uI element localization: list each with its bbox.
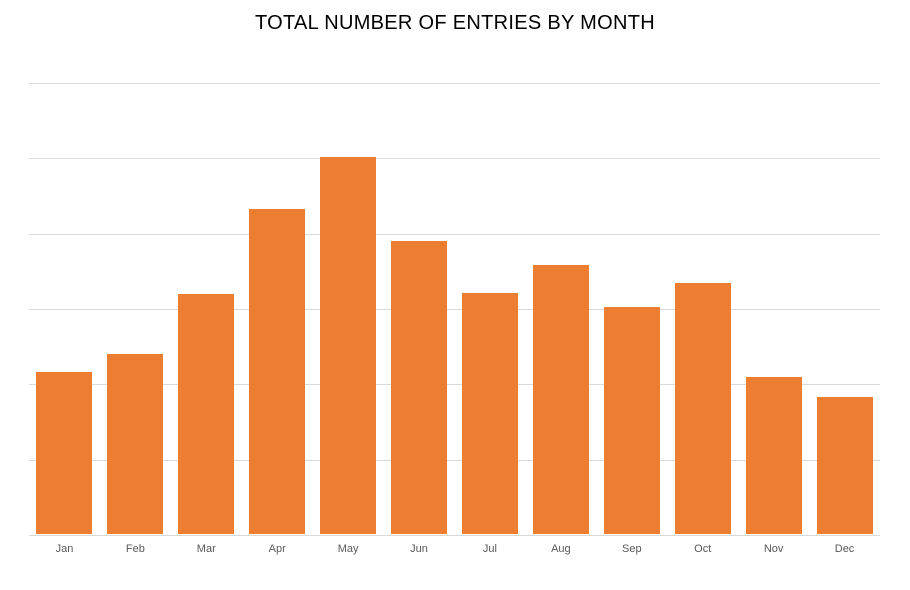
x-axis-label-may: May [337, 543, 359, 555]
bar-nov [745, 377, 802, 534]
gridline [29, 83, 880, 84]
bar-jan [36, 372, 93, 534]
bar-feb [107, 353, 164, 534]
bar-dec [816, 396, 873, 534]
bar-apr [249, 208, 306, 534]
x-axis-labels: Jan Feb Mar Apr May Jun Jul Aug Sep Oct Nov Dec [29, 542, 880, 558]
bar-jun [391, 240, 448, 534]
x-axis-label-nov: Nov [763, 543, 784, 555]
gridline [29, 309, 880, 310]
x-axis-label-sep: Sep [621, 543, 642, 555]
x-axis-line [29, 535, 880, 536]
x-axis-label-feb: Feb [125, 543, 145, 555]
x-axis-label-apr: Apr [268, 543, 286, 555]
x-axis-label-mar: Mar [196, 543, 216, 555]
plot-area [29, 83, 880, 536]
x-axis-label-aug: Aug [551, 543, 571, 555]
gridline [29, 158, 880, 160]
bar-oct [674, 283, 731, 534]
gridline [29, 384, 880, 386]
bar-aug [532, 265, 589, 534]
bar-sep [603, 307, 660, 534]
chart-title: TOTAL NUMBER OF ENTRIES BY MONTH [254, 12, 655, 34]
x-axis-label-jul: Jul [482, 543, 497, 555]
gridline [29, 459, 880, 461]
x-axis-label-jun: Jun [410, 543, 428, 555]
gridline [29, 233, 880, 235]
x-axis-label-oct: Oct [694, 543, 712, 555]
bar-may [320, 157, 377, 534]
bar-mar [178, 293, 235, 534]
x-axis-label-jan: Jan [55, 543, 74, 555]
x-axis-label-dec: Dec [834, 543, 855, 555]
bar-jul [461, 292, 518, 534]
